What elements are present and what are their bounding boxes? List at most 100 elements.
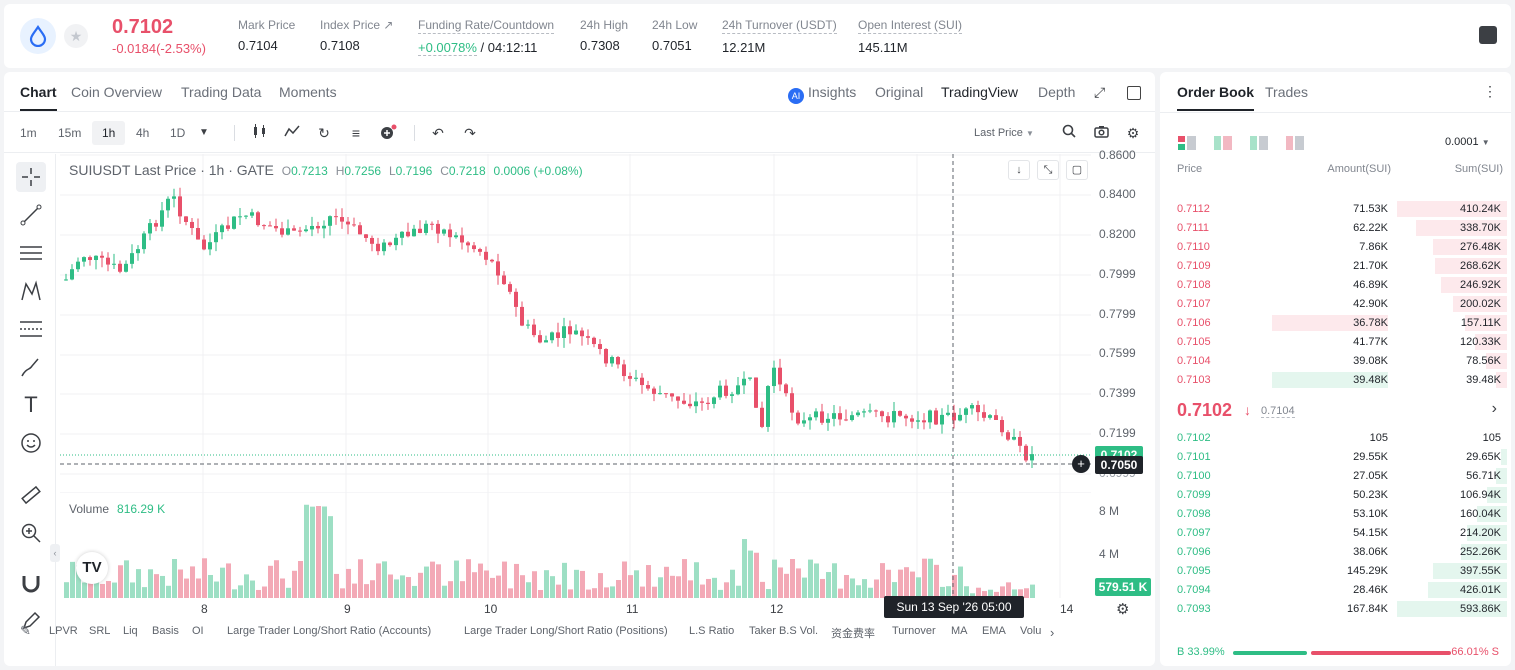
layout-sells-icon[interactable] [1286,136,1304,150]
ask-row[interactable]: 0.7105 41.77K 120.33K [1160,333,1511,352]
arrow-down-icon[interactable]: ↓ [1008,160,1030,180]
interval-4h[interactable]: 4h [136,126,150,140]
indicators-icon[interactable] [283,124,301,142]
indicator-ls-positions[interactable]: Large Trader Long/Short Ratio (Positions… [464,625,668,637]
time-axis[interactable]: 8 9 10 11 12 14 [60,598,1091,618]
bid-row[interactable]: 0.7099 50.23K 106.94K [1160,486,1511,505]
ask-row[interactable]: 0.7104 39.08K 78.56K [1160,352,1511,371]
interval-1h[interactable]: 1h [92,121,126,145]
add-order-icon[interactable]: + [1072,455,1090,473]
indicator-basis[interactable]: Basis [152,625,179,637]
more-icon[interactable]: ⋮ [1483,83,1497,99]
gear-icon[interactable]: ⚙ [1126,125,1140,141]
magnet-icon[interactable] [16,568,46,598]
bid-row[interactable]: 0.7096 38.06K 252.26K [1160,543,1511,562]
redo-icon[interactable]: ↷ [464,125,476,141]
stat-index-price[interactable]: Index Price ↗ 0.7108 [320,18,393,53]
bid-row[interactable]: 0.7098 53.10K 160.04K [1160,505,1511,524]
ask-row[interactable]: 0.7110 7.86K 276.48K [1160,238,1511,257]
stat-value: 0.7108 [320,38,360,53]
crosshair-icon[interactable] [16,162,46,192]
candle-body [202,239,206,250]
pencil-icon[interactable]: ✎ [20,623,31,638]
ask-row[interactable]: 0.7103 39.48K 39.48K [1160,371,1511,390]
tab-moments[interactable]: Moments [279,84,337,100]
brush-icon[interactable] [16,352,46,382]
bid-row[interactable]: 0.7100 27.05K 56.71K [1160,467,1511,486]
expand-icon[interactable]: ⤢ [1094,84,1106,100]
indicator-ls-accounts[interactable]: Large Trader Long/Short Ratio (Accounts) [227,625,432,637]
view-original[interactable]: Original [875,84,924,100]
bid-row[interactable]: 0.7094 28.46K 426.01K [1160,581,1511,600]
indicator-ls-ratio[interactable]: L.S Ratio [689,625,735,637]
window-icon[interactable] [1127,86,1141,100]
emoji-icon[interactable] [16,428,46,458]
bid-row[interactable]: 0.7097 54.15K 214.20K [1160,524,1511,543]
templates-icon[interactable]: ≡ [351,125,361,141]
tab-trades[interactable]: Trades [1265,84,1309,100]
ask-row[interactable]: 0.7109 21.70K 268.62K [1160,257,1511,276]
search-icon[interactable] [1060,124,1078,142]
book-icon[interactable] [1479,26,1497,44]
indicator-taker-vol[interactable]: Taker B.S Vol. [749,625,819,637]
fullscreen-icon[interactable]: ▢ [1066,160,1088,180]
collapse-toolbar-icon[interactable]: ‹ [50,544,60,562]
undo-icon[interactable]: ↶ [432,125,444,141]
text-tool-icon[interactable]: T [24,392,38,417]
price-source-select[interactable]: Last Price ▼ [974,127,1034,139]
collapse-icon[interactable]: ⤡ [1037,160,1059,180]
indicator-liq[interactable]: Liq [123,625,138,637]
indicator-lpvr[interactable]: LPVR [49,625,78,637]
trend-line-icon[interactable] [16,200,46,230]
interval-1m[interactable]: 1m [20,126,37,140]
candles-icon[interactable] [251,124,269,142]
tradingview-logo-icon[interactable]: TV [76,552,108,584]
tab-order-book[interactable]: Order Book [1177,84,1255,111]
indicator-funding-rate[interactable]: 资金费率 [831,628,875,640]
camera-icon[interactable] [1092,124,1110,142]
interval-15m[interactable]: 15m [58,126,82,140]
indicator-srl[interactable]: SRL [89,625,111,637]
view-insights[interactable]: AI Insights [788,84,856,104]
replay-icon[interactable]: ↻ [318,125,330,141]
fib-icon[interactable] [16,314,46,344]
price-axis[interactable]: 0.8600 0.8400 0.8200 0.7999 0.7799 0.759… [1091,148,1155,594]
ask-row[interactable]: 0.7108 46.89K 246.92K [1160,276,1511,295]
horizontal-lines-icon[interactable] [16,238,46,268]
candlestick-chart[interactable] [60,154,1091,492]
view-depth[interactable]: Depth [1038,84,1076,100]
ask-row[interactable]: 0.7112 71.53K 410.24K [1160,200,1511,219]
ruler-icon[interactable] [16,480,46,510]
precision-select[interactable]: 0.0001 ▼ [1445,136,1490,148]
zoom-icon[interactable] [16,518,46,548]
indicator-turnover[interactable]: Turnover [892,625,936,637]
gear-icon[interactable]: ⚙ [1116,601,1130,618]
chevron-down-icon[interactable]: ▼ [199,127,209,138]
chevron-right-icon[interactable]: › [1491,400,1497,417]
indicator-volume[interactable]: Volu [1020,625,1042,637]
layout-asks-icon[interactable] [1250,136,1268,150]
view-tradingview[interactable]: TradingView [941,84,1019,100]
bid-row[interactable]: 0.7102 105 105 [1160,429,1511,448]
pattern-icon[interactable] [16,276,46,306]
interval-1d[interactable]: 1D [170,126,186,140]
pencil-lock-icon[interactable] [16,606,46,636]
add-alert-icon[interactable] [380,124,398,142]
chevron-right-icon[interactable]: › [1050,625,1055,640]
ask-row[interactable]: 0.7111 62.22K 338.70K [1160,219,1511,238]
tab-trading-data[interactable]: Trading Data [181,84,262,100]
star-icon[interactable]: ★ [64,24,88,48]
indicator-oi[interactable]: OI [192,625,204,637]
layout-both-icon[interactable] [1178,136,1196,150]
bid-row[interactable]: 0.7095 145.29K 397.55K [1160,562,1511,581]
layout-bids-icon[interactable] [1214,136,1232,150]
bid-row[interactable]: 0.7101 29.55K 29.65K [1160,448,1511,467]
ask-row[interactable]: 0.7106 36.78K 157.11K [1160,314,1511,333]
indicator-ma[interactable]: MA [951,625,968,637]
bid-row[interactable]: 0.7093 167.84K 593.86K [1160,600,1511,619]
tab-coin-overview[interactable]: Coin Overview [71,84,163,100]
ask-row[interactable]: 0.7107 42.90K 200.02K [1160,295,1511,314]
tab-chart[interactable]: Chart [20,84,57,111]
indicator-ema[interactable]: EMA [982,625,1006,637]
order-amount: 62.22K [1353,222,1388,234]
